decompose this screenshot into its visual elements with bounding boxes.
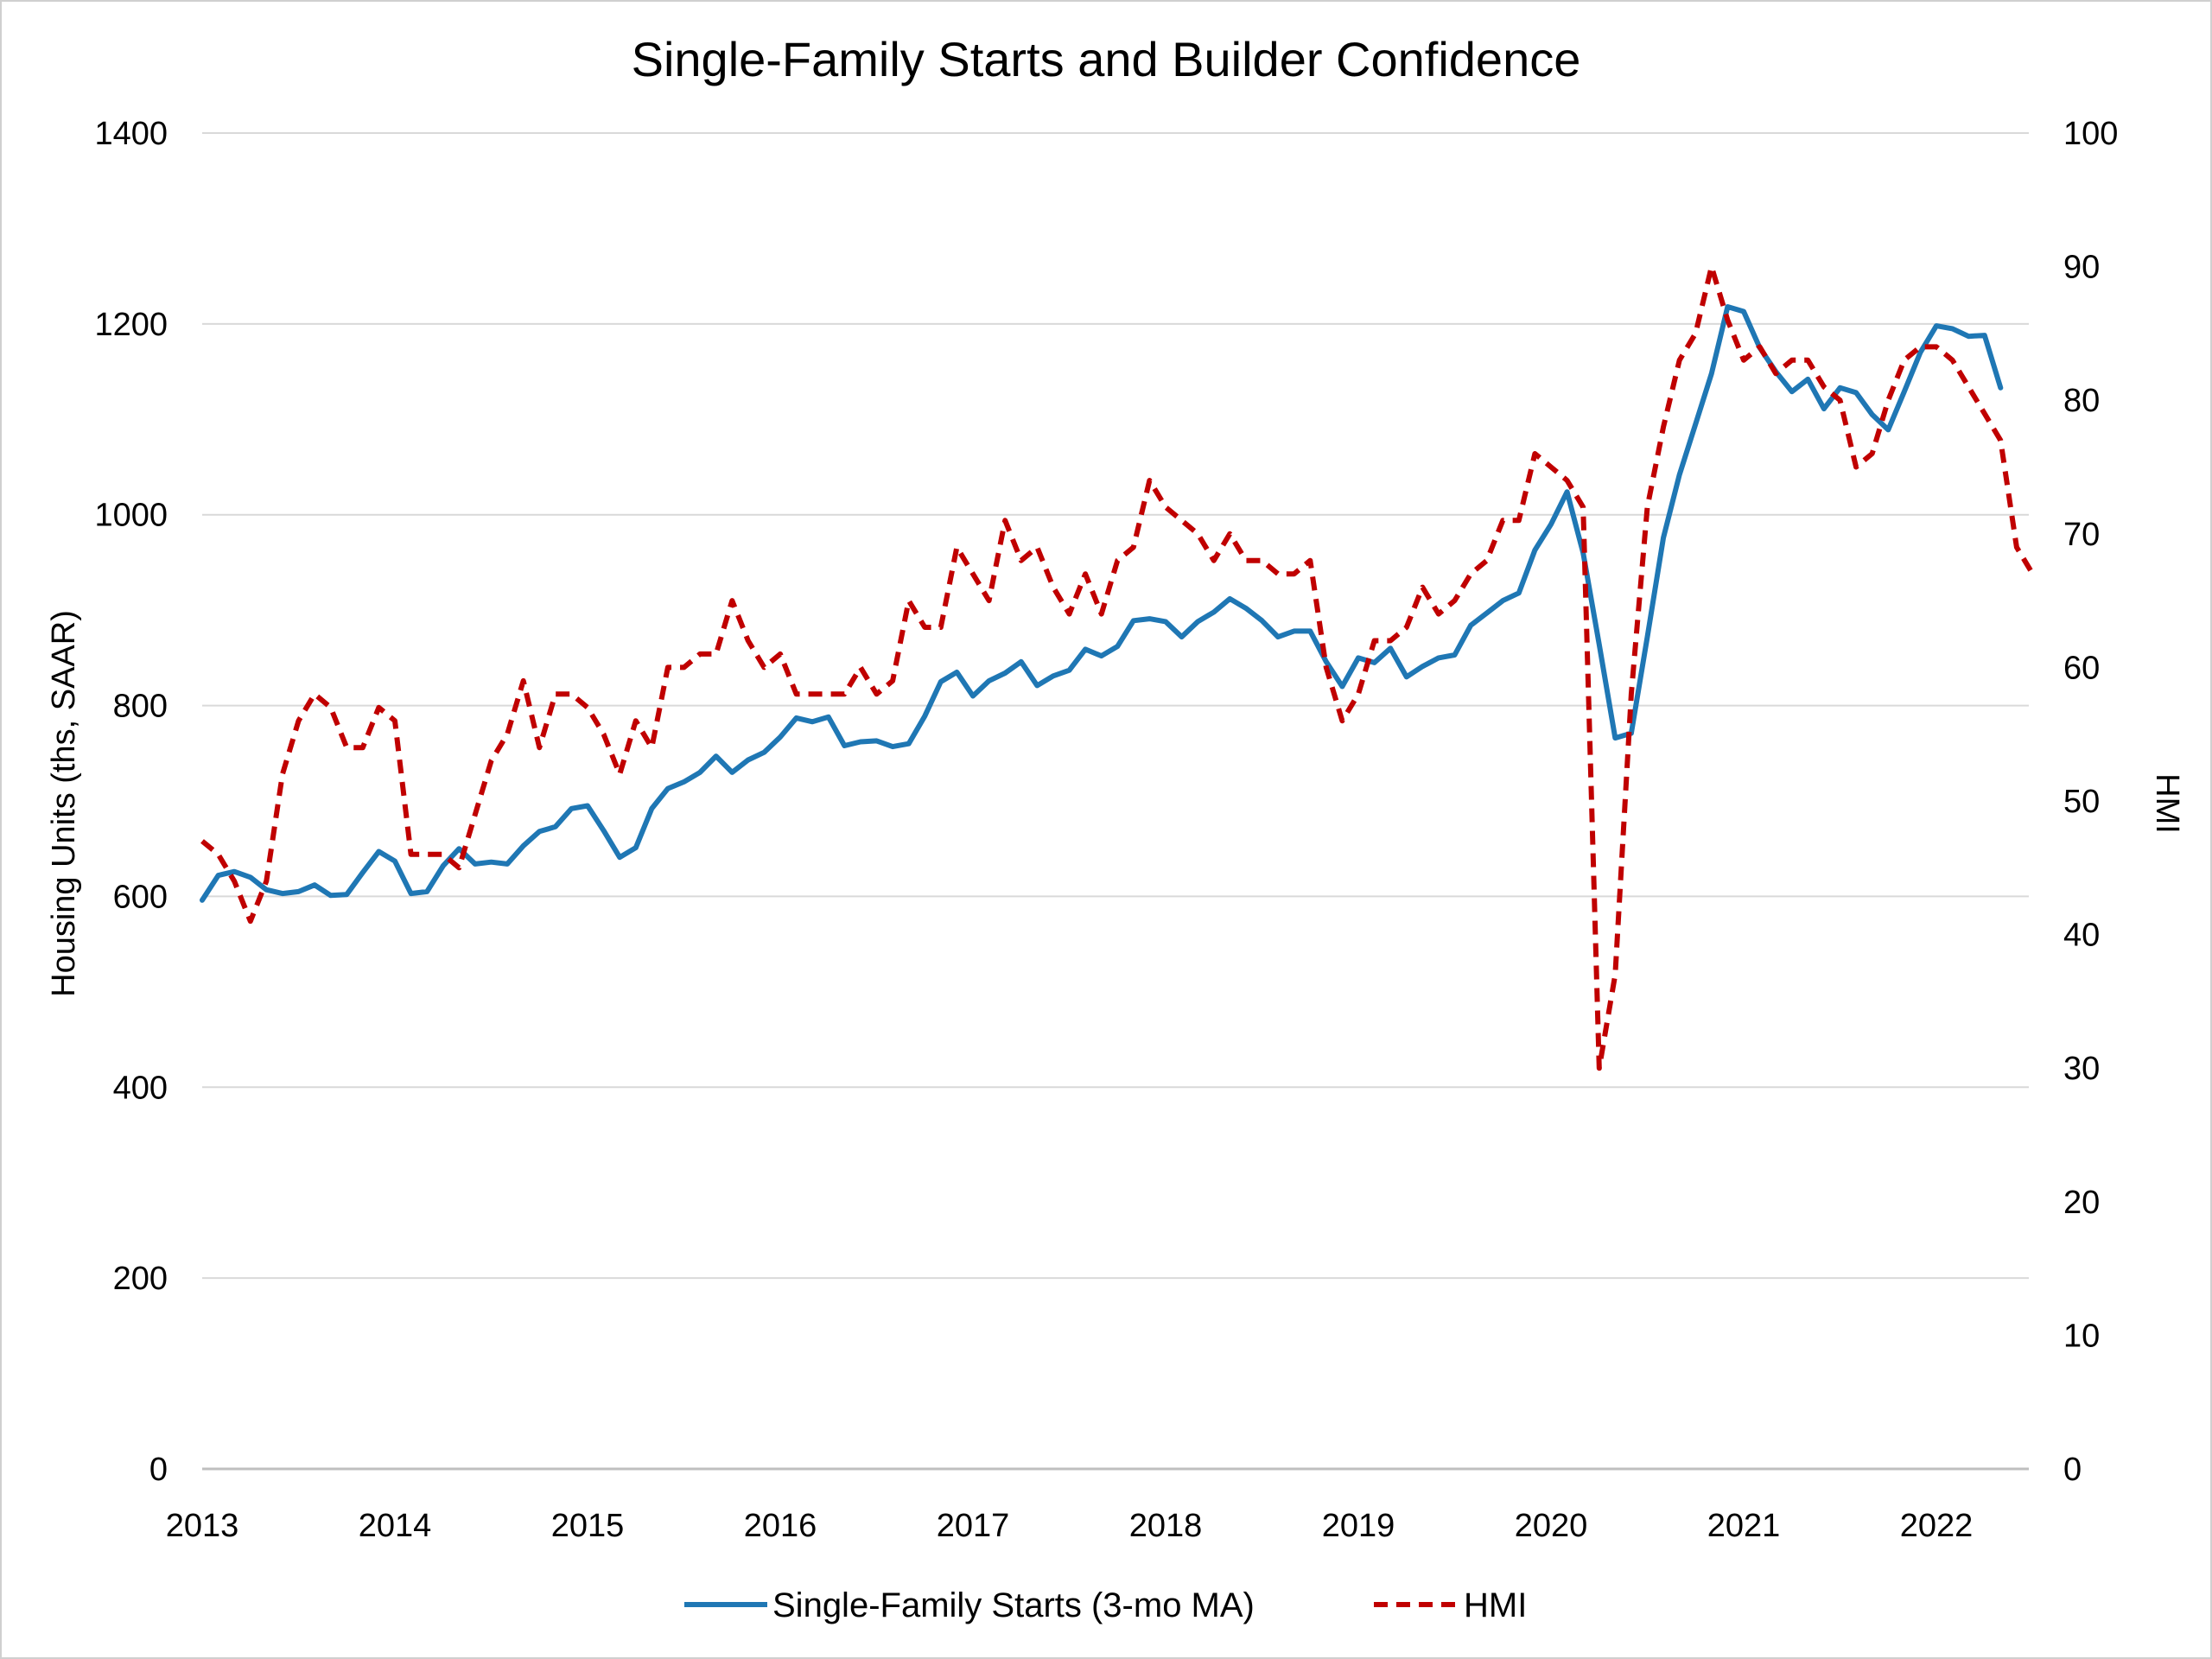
legend: Single-Family Starts (3-mo MA) HMI: [684, 1586, 1527, 1624]
y2-tick-label: 90: [2063, 250, 2100, 286]
x-tick-label: 2020: [1515, 1508, 1588, 1544]
y-axis-ticks: 0 200 400 600 800 1000 1200 1400: [94, 116, 168, 1488]
x-tick-label: 2019: [1322, 1508, 1395, 1544]
legend-label-starts: Single-Family Starts (3-mo MA): [772, 1586, 1255, 1624]
x-tick-label: 2016: [744, 1508, 817, 1544]
x-tick-label: 2015: [551, 1508, 625, 1544]
x-tick-label: 2017: [937, 1508, 1010, 1544]
x-tick-label: 2014: [359, 1508, 432, 1544]
x-tick-label: 2022: [1900, 1508, 1974, 1544]
y2-tick-label: 60: [2063, 650, 2100, 686]
y2-tick-label: 10: [2063, 1318, 2100, 1354]
x-tick-label: 2018: [1129, 1508, 1203, 1544]
y-tick-label: 0: [149, 1452, 168, 1488]
series-layer: [200, 264, 2036, 1071]
y2-tick-label: 80: [2063, 383, 2100, 419]
x-axis-ticks: 2013 2014 2015 2016 2017 2018 2019 2020 2021 2022: [166, 1508, 1974, 1544]
series-line-hmi: [200, 264, 2036, 1071]
x-tick-label: 2013: [166, 1508, 239, 1544]
y2-tick-label: 20: [2063, 1185, 2100, 1221]
y-tick-label: 600: [113, 879, 168, 915]
y-tick-label: 200: [113, 1261, 168, 1297]
y-tick-label: 1000: [94, 498, 168, 534]
y2-tick-label: 0: [2063, 1452, 2082, 1488]
x-tick-label: 2021: [1707, 1508, 1781, 1544]
y2-axis-ticks: 0 10 20 30 40 50 60 70 80 90 100: [2063, 116, 2118, 1488]
y2-tick-label: 30: [2063, 1051, 2100, 1087]
series-line-starts: [200, 304, 2004, 903]
y-axis-label: Housing Units (ths, SAAR): [46, 610, 82, 997]
y-tick-label: 1200: [94, 307, 168, 343]
chart-title: Single-Family Starts and Builder Confide…: [632, 32, 1581, 86]
y2-tick-label: 100: [2063, 116, 2118, 152]
y2-tick-label: 50: [2063, 784, 2100, 820]
y2-tick-label: 40: [2063, 918, 2100, 954]
y-tick-label: 1400: [94, 116, 168, 152]
y2-tick-label: 70: [2063, 517, 2100, 553]
y-tick-label: 800: [113, 689, 168, 725]
legend-label-hmi: HMI: [1464, 1586, 1527, 1624]
y2-axis-label: HMI: [2149, 773, 2185, 834]
y-tick-label: 400: [113, 1070, 168, 1106]
